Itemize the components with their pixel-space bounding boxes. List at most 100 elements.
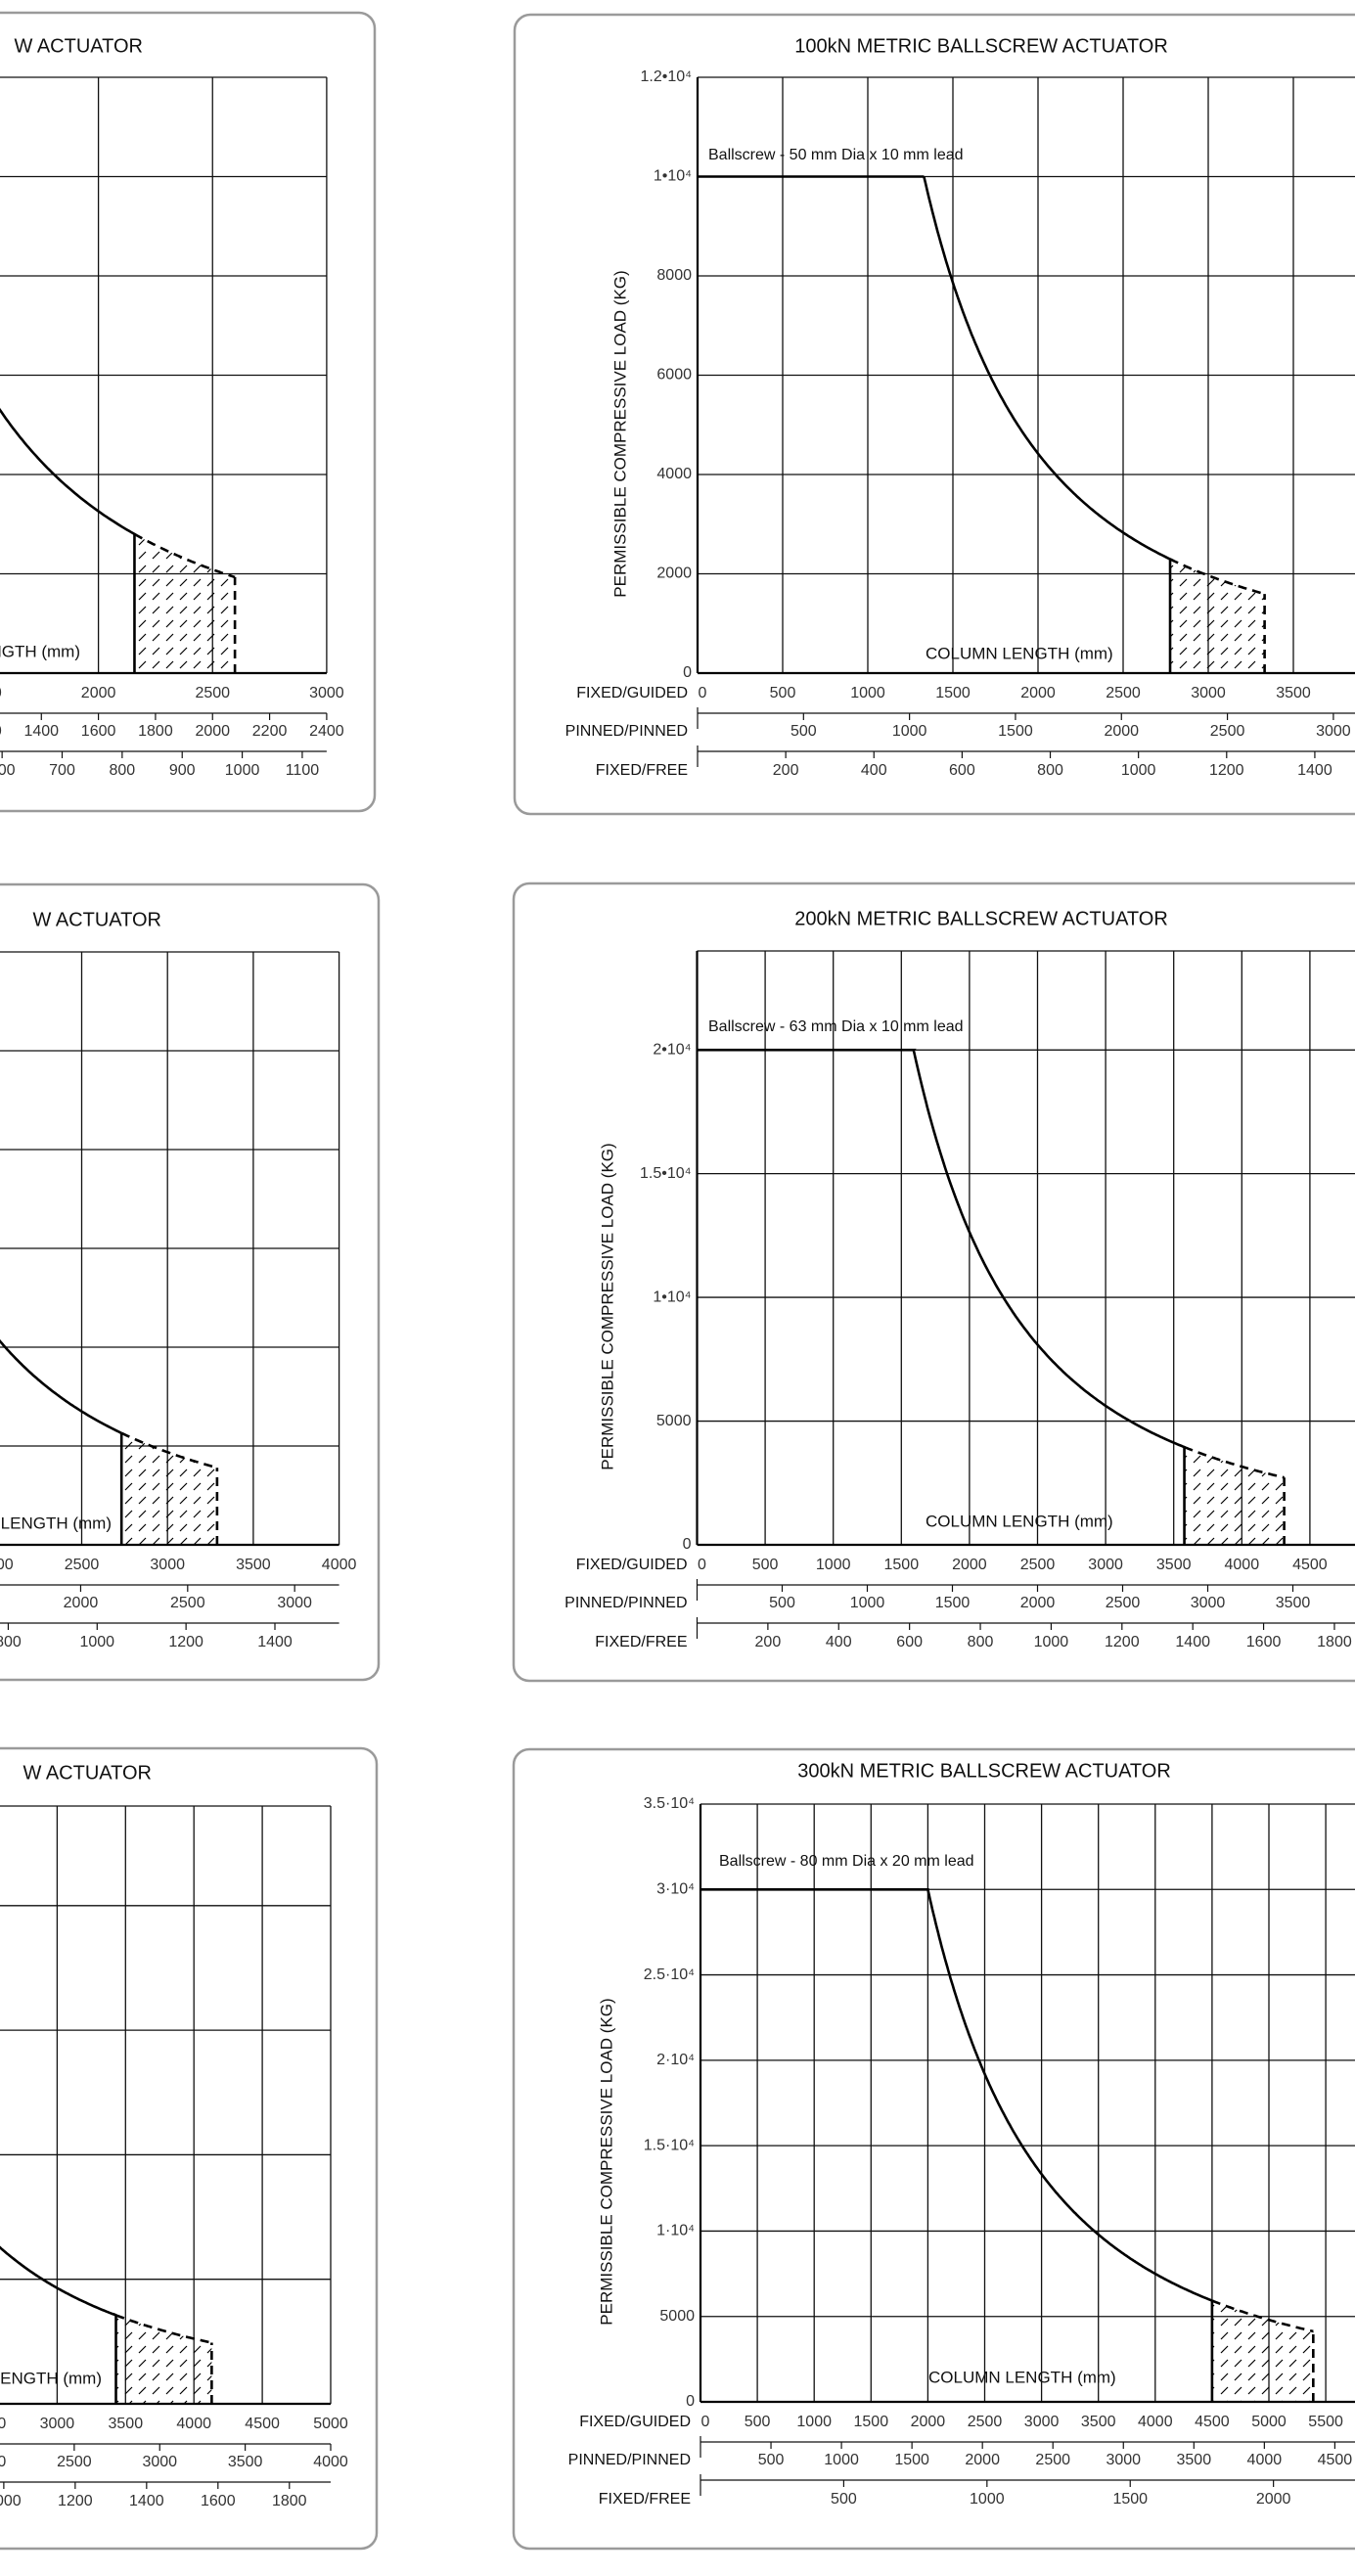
ballscrew-annotation: Ballscrew - 50 mm Dia x 10 mm lead	[708, 147, 964, 163]
x-tick-label: 1400	[1297, 762, 1332, 779]
hatched-region	[134, 533, 236, 673]
x-tick-label: 1000	[1034, 1634, 1069, 1650]
extended-load-curve	[120, 1431, 218, 1469]
y-tick-label: 1.5•10⁴	[640, 1165, 692, 1182]
x-tick-label: 2000	[965, 2452, 1000, 2468]
x-tick-label: 800	[0, 1634, 22, 1650]
x-tick-label: 1600	[1246, 1634, 1282, 1650]
x-tick-label: 5000	[313, 2416, 348, 2432]
chart-title: W ACTUATOR	[15, 35, 143, 57]
y-tick-label: 3.5·10⁴	[644, 1795, 695, 1812]
chart-title: W ACTUATOR	[33, 909, 161, 930]
x-tick-label: 1500	[854, 2414, 889, 2430]
x-tick-label: 600	[949, 762, 975, 779]
y-tick-label: 0	[683, 1536, 692, 1553]
x-tick-label: 2500	[57, 2454, 92, 2470]
x-tick-label: 4500	[1318, 2452, 1353, 2468]
x-tick-label: 1500	[935, 685, 971, 701]
y-tick-label: 5000	[656, 1413, 692, 1429]
ballscrew-annotation: Ballscrew - 63 mm Dia x 10 mm lead	[708, 1018, 964, 1035]
end-condition-label: FIXED/GUIDED	[576, 1557, 688, 1573]
end-condition-label: FIXED/FREE	[599, 2491, 691, 2508]
x-tick-label: 1400	[1175, 1634, 1210, 1650]
extended-load-curve	[1210, 2299, 1314, 2333]
chart-panel-0: W ACTUATOR COLUMN LENGTH (mm) 1500 2000 2500…	[0, 11, 377, 813]
x-tick-label: 1000	[225, 762, 260, 779]
x-axis-title: COLUMN LENGTH (mm)	[0, 2369, 102, 2387]
x-tick-label: 1500	[884, 1557, 920, 1573]
y-tick-label: 1•10⁴	[653, 1288, 691, 1305]
end-condition-label: PINNED/PINNED	[565, 1595, 687, 1611]
x-axis-title: COLUMN LENGTH (mm)	[0, 1514, 112, 1532]
x-tick-label: 1000	[892, 723, 927, 740]
x-tick-label: 3500	[109, 2416, 144, 2432]
x-tick-label: 1800	[1317, 1634, 1352, 1650]
y-tick-label: 2·10⁴	[656, 2052, 695, 2068]
x-tick-label: 3500	[228, 2454, 263, 2470]
x-tick-label: 2500	[1106, 1595, 1141, 1611]
x-tick-label: 800	[968, 1634, 994, 1650]
x-tick-label: 1800	[272, 2493, 307, 2509]
x-tick-label: 4000	[313, 2454, 348, 2470]
x-tick-label: 200	[773, 762, 799, 779]
chart-title: 200kN METRIC BALLSCREW ACTUATOR	[794, 908, 1168, 929]
x-tick-label: 5500	[1308, 2414, 1343, 2430]
x-axis-title: COLUMN LENGTH (mm)	[926, 1512, 1113, 1530]
ballscrew-annotation: Ballscrew - 80 mm Dia x 20 mm lead	[719, 1853, 974, 1870]
x-tick-label: 3000	[1316, 723, 1351, 740]
x-tick-label: 4000	[1225, 1557, 1260, 1573]
x-tick-label: 1500	[935, 1595, 971, 1611]
x-tick-label: 400	[861, 762, 887, 779]
x-tick-label: 1000	[824, 2452, 859, 2468]
panel-frame	[513, 13, 1355, 816]
x-tick-label: 3000	[142, 2454, 177, 2470]
end-condition-label: FIXED/GUIDED	[579, 2414, 691, 2430]
x-tick-label: 500	[790, 723, 817, 740]
y-tick-label: 5000	[659, 2308, 695, 2325]
x-tick-label: 600	[896, 1634, 923, 1650]
x-tick-label: 1600	[81, 723, 116, 740]
x-tick-label: 700	[49, 762, 75, 779]
x-tick-label: 3000	[150, 1557, 185, 1573]
x-tick-label: 4500	[245, 2416, 280, 2432]
x-tick-label: 2400	[309, 723, 344, 740]
x-tick-label: 2200	[252, 723, 288, 740]
y-tick-label: 1·10⁴	[656, 2223, 695, 2239]
x-tick-label: 3000	[1024, 2414, 1060, 2430]
load-curve	[697, 1048, 1185, 1449]
x-tick-label: 500	[745, 2414, 771, 2430]
x-tick-label: 1000	[850, 685, 885, 701]
x-tick-label: 200	[755, 1634, 782, 1650]
x-tick-label: 500	[752, 1557, 779, 1573]
x-tick-label: 2000	[195, 723, 230, 740]
y-tick-label: 1.5·10⁴	[644, 2137, 695, 2153]
x-tick-label: 2500	[1106, 685, 1141, 701]
x-tick-label: 4000	[322, 1557, 357, 1573]
x-tick-label: 1500	[1112, 2491, 1148, 2508]
x-tick-label: 3500	[1177, 2452, 1212, 2468]
panel-frame	[0, 11, 377, 813]
x-tick-label: 2500	[65, 1557, 100, 1573]
end-condition-label: FIXED/FREE	[595, 1634, 687, 1650]
x-tick-label: 2000	[0, 2454, 6, 2470]
extended-load-curve	[133, 532, 237, 579]
x-axis-title: COLUMN LENGTH (mm)	[928, 2368, 1116, 2386]
x-tick-label: 0	[698, 1557, 706, 1573]
x-tick-label: 1000	[850, 1595, 885, 1611]
x-tick-label: 2000	[1104, 723, 1139, 740]
end-condition-label: PINNED/PINNED	[568, 2452, 691, 2468]
end-condition-label: PINNED/PINNED	[565, 723, 688, 740]
x-tick-label: 2500	[1035, 2452, 1070, 2468]
x-tick-label: 1000	[1121, 762, 1156, 779]
x-tick-label: 1000	[816, 1557, 851, 1573]
x-tick-label: 1600	[201, 2493, 236, 2509]
x-tick-label: 1500	[894, 2452, 929, 2468]
x-tick-label: 2000	[1020, 685, 1056, 701]
x-tick-label: 1000	[0, 2493, 22, 2509]
x-tick-label: 4500	[1195, 2414, 1230, 2430]
y-tick-label: 2.5·10⁴	[644, 1966, 695, 1983]
chart-panel-2: W ACTUATOR COLUMN LENGTH (mm) 2000 2500 3000…	[0, 882, 381, 1682]
x-tick-label: 4000	[176, 2416, 211, 2432]
